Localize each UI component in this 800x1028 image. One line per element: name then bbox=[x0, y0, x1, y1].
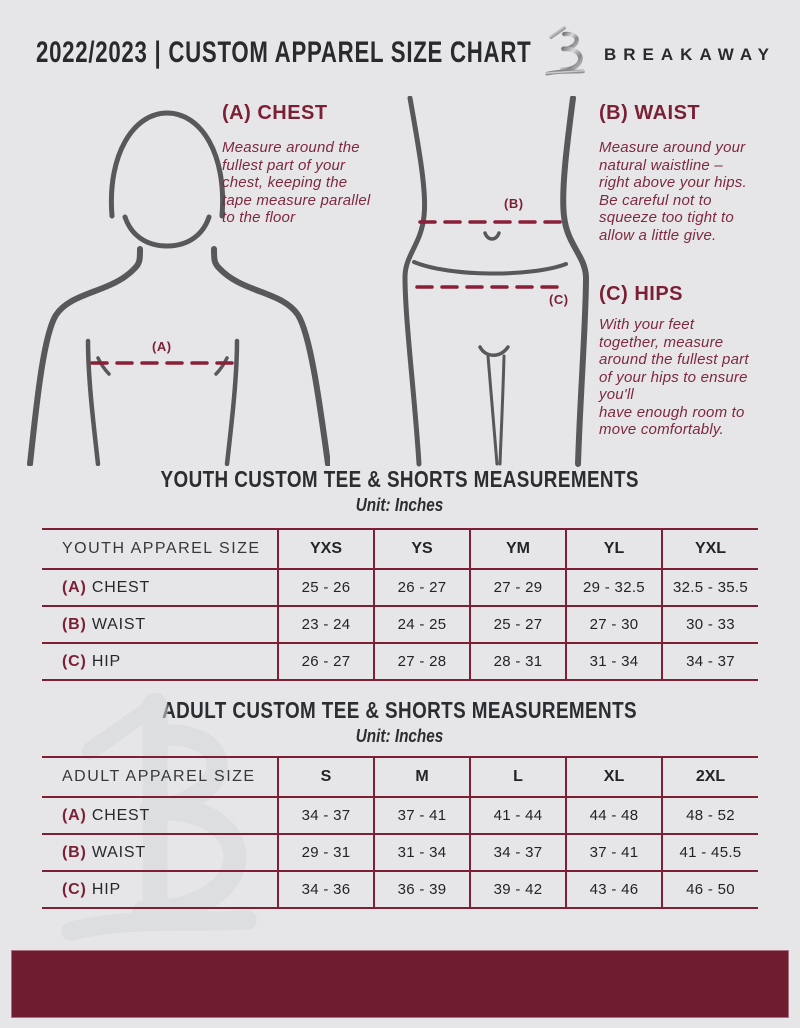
cell: 37 - 41 bbox=[373, 797, 470, 834]
hips-heading: (C) HIPS bbox=[599, 283, 683, 305]
youth-header-label: YOUTH APPAREL SIZE bbox=[62, 540, 261, 557]
youth-section-title: YOUTH CUSTOM TEE & SHORTS MEASUREMENTS bbox=[160, 466, 640, 492]
row-label: (A) CHEST bbox=[62, 806, 151, 824]
table-row-hip: (C) HIP 26 - 27 27 - 28 28 - 31 31 - 34 … bbox=[42, 643, 758, 680]
row-label: (C) HIP bbox=[62, 652, 121, 670]
page-title: 2022/2023 | CUSTOM APPAREL SIZE CHART bbox=[36, 36, 532, 69]
row-label: (A) CHEST bbox=[62, 578, 151, 596]
size-column-header: YXS bbox=[277, 529, 374, 569]
cell: 36 - 39 bbox=[373, 871, 470, 908]
cell: 34 - 37 bbox=[277, 797, 374, 834]
cell: 44 - 48 bbox=[565, 797, 662, 834]
chest-instructions: Measure around the fullest part of your … bbox=[222, 139, 371, 226]
cell: 27 - 29 bbox=[469, 569, 566, 606]
cell: 27 - 30 bbox=[565, 606, 662, 643]
size-column-header: M bbox=[373, 757, 470, 797]
youth-size-table: YOUTH APPAREL SIZE YXS YS YM YL YXL (A) … bbox=[42, 528, 758, 681]
cell: 43 - 46 bbox=[565, 871, 662, 908]
cell: 32.5 - 35.5 bbox=[661, 569, 758, 606]
size-column-header: 2XL bbox=[661, 757, 758, 797]
cell: 25 - 27 bbox=[469, 606, 566, 643]
waist-instructions: Measure around your natural waistline – … bbox=[599, 139, 747, 244]
chest-marker-label: (A) bbox=[152, 339, 172, 354]
cell: 29 - 32.5 bbox=[565, 569, 662, 606]
cell: 39 - 42 bbox=[469, 871, 566, 908]
cell: 46 - 50 bbox=[661, 871, 758, 908]
cell: 41 - 45.5 bbox=[661, 834, 758, 871]
breakaway-logo-icon bbox=[540, 24, 590, 80]
table-row-hip: (C) HIP 34 - 36 36 - 39 39 - 42 43 - 46 … bbox=[42, 871, 758, 908]
table-row-waist: (B) WAIST 23 - 24 24 - 25 25 - 27 27 - 3… bbox=[42, 606, 758, 643]
adult-section-title: ADULT CUSTOM TEE & SHORTS MEASUREMENTS bbox=[162, 697, 638, 723]
size-column-header: L bbox=[469, 757, 566, 797]
cell: 31 - 34 bbox=[565, 643, 662, 680]
hips-instructions: With your feet together, measure around … bbox=[599, 316, 749, 438]
adult-size-table: ADULT APPAREL SIZE S M L XL 2XL (A) CHES… bbox=[42, 756, 758, 909]
adult-section-unit: Unit: Inches bbox=[356, 726, 444, 746]
cell: 41 - 44 bbox=[469, 797, 566, 834]
cell: 37 - 41 bbox=[565, 834, 662, 871]
adult-header-row: ADULT APPAREL SIZE S M L XL 2XL bbox=[42, 757, 758, 797]
cell: 24 - 25 bbox=[373, 606, 470, 643]
size-column-header: YXL bbox=[661, 529, 758, 569]
brand-lockup: BREAKAWAY bbox=[540, 24, 776, 80]
cell: 28 - 31 bbox=[469, 643, 566, 680]
adult-header-label: ADULT APPAREL SIZE bbox=[62, 768, 256, 785]
footer-bar bbox=[11, 950, 789, 1018]
size-column-header: XL bbox=[565, 757, 662, 797]
row-label: (B) WAIST bbox=[62, 843, 146, 861]
brand-name: BREAKAWAY bbox=[604, 45, 776, 64]
lower-body-figure bbox=[402, 96, 590, 467]
cell: 31 - 34 bbox=[373, 834, 470, 871]
cell: 30 - 33 bbox=[661, 606, 758, 643]
row-label: (C) HIP bbox=[62, 880, 121, 898]
cell: 34 - 37 bbox=[469, 834, 566, 871]
cell: 34 - 37 bbox=[661, 643, 758, 680]
cell: 23 - 24 bbox=[277, 606, 374, 643]
cell: 26 - 27 bbox=[373, 569, 470, 606]
youth-header-row: YOUTH APPAREL SIZE YXS YS YM YL YXL bbox=[42, 529, 758, 569]
waist-marker-label: (B) bbox=[504, 196, 524, 211]
size-column-header: S bbox=[277, 757, 374, 797]
size-column-header: YL bbox=[565, 529, 662, 569]
chest-heading: (A) CHEST bbox=[222, 102, 328, 124]
hips-marker-label: (C) bbox=[549, 292, 569, 307]
table-row-chest: (A) CHEST 34 - 37 37 - 41 41 - 44 44 - 4… bbox=[42, 797, 758, 834]
youth-section-unit: Unit: Inches bbox=[356, 495, 444, 515]
table-row-chest: (A) CHEST 25 - 26 26 - 27 27 - 29 29 - 3… bbox=[42, 569, 758, 606]
row-label: (B) WAIST bbox=[62, 615, 146, 633]
waist-heading: (B) WAIST bbox=[599, 102, 701, 124]
cell: 27 - 28 bbox=[373, 643, 470, 680]
cell: 29 - 31 bbox=[277, 834, 374, 871]
size-column-header: YM bbox=[469, 529, 566, 569]
cell: 26 - 27 bbox=[277, 643, 374, 680]
table-row-waist: (B) WAIST 29 - 31 31 - 34 34 - 37 37 - 4… bbox=[42, 834, 758, 871]
cell: 34 - 36 bbox=[277, 871, 374, 908]
cell: 48 - 52 bbox=[661, 797, 758, 834]
cell: 25 - 26 bbox=[277, 569, 374, 606]
size-column-header: YS bbox=[373, 529, 470, 569]
upper-body-figure bbox=[27, 110, 330, 466]
